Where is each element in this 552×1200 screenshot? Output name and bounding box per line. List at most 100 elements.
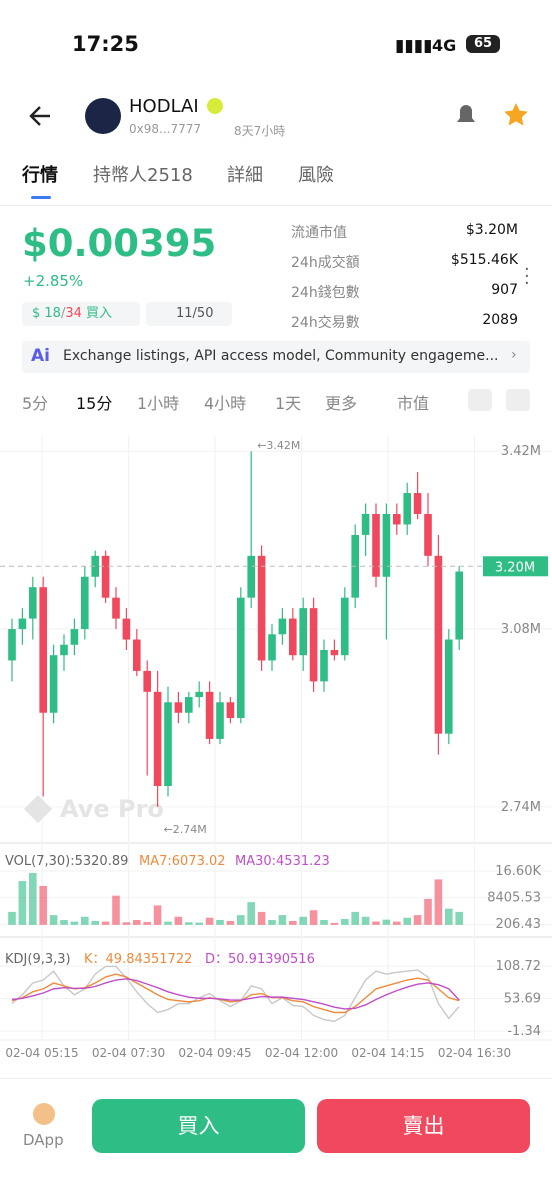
candle-body <box>49 655 58 713</box>
volume-bar <box>216 919 224 925</box>
volume-bar <box>382 919 391 925</box>
candle-body <box>413 493 422 514</box>
interval[interactable]: 15分 <box>76 394 113 413</box>
more-button[interactable]: · · · <box>524 259 530 294</box>
volume-bar <box>278 915 287 925</box>
tab[interactable]: 行情 <box>22 165 58 186</box>
current-price-badge <box>483 556 548 577</box>
stat-value: 907 <box>491 282 518 298</box>
kdj-line <box>11 973 460 1014</box>
sell-button[interactable]: 賣出 <box>317 1099 530 1153</box>
divider <box>0 1078 552 1079</box>
candle-body <box>361 513 370 535</box>
candle-body <box>81 576 89 630</box>
kdj-legend: KDJ(9,3,3) <box>5 952 71 967</box>
buy-label: 買入 <box>86 306 113 321</box>
volume-bar <box>133 919 141 925</box>
buy-count: 18 <box>44 306 61 321</box>
y-tick-label: 16.60K <box>495 864 541 879</box>
ai-banner[interactable] <box>22 341 530 373</box>
favorite-button[interactable] <box>502 101 530 129</box>
y-tick-label: 206.43 <box>496 917 542 932</box>
stat-label: 24h成交額 <box>291 255 360 271</box>
y-tick-label: 3.42M <box>501 444 541 459</box>
chain-badge <box>207 98 223 114</box>
candle-body <box>153 691 162 786</box>
candle-body <box>278 618 287 635</box>
candle-body <box>122 618 131 640</box>
candle-body <box>424 513 432 556</box>
kdj-line <box>11 965 460 1023</box>
candle-body <box>393 513 401 525</box>
volume-bar <box>205 917 214 925</box>
alert-button[interactable] <box>452 100 480 130</box>
buy-ratio[interactable]: $ 18/34 買入 <box>22 302 140 326</box>
token-address[interactable]: 0x98...7777 <box>129 122 201 136</box>
dapp-icon[interactable] <box>33 1103 55 1125</box>
volume-bar <box>247 902 255 925</box>
current-price-label: 3.20M <box>495 560 535 575</box>
interval[interactable]: 4小時 <box>204 394 247 413</box>
kdj-line <box>11 978 460 1010</box>
volume-bar <box>226 920 235 925</box>
volume-bar <box>112 895 120 925</box>
kdj-legend: K：49.84351722 <box>84 952 192 967</box>
signal: ▮▮▮▮ <box>395 36 433 56</box>
interval[interactable]: 1天 <box>275 394 302 413</box>
volume-bar <box>237 915 245 925</box>
volume-bar <box>257 911 266 925</box>
volume-bar <box>122 922 131 925</box>
volume-bar <box>341 919 349 925</box>
indicator-button[interactable] <box>468 389 492 411</box>
interval[interactable]: 5分 <box>22 394 49 413</box>
interval[interactable]: 1小時 <box>137 394 180 413</box>
candle-body <box>91 555 99 577</box>
candle-body <box>237 597 245 718</box>
candle-body <box>164 702 172 786</box>
stat-value: $3.20M <box>465 222 518 238</box>
volume-bar <box>60 919 68 925</box>
rank[interactable]: 11/50 <box>146 302 232 326</box>
volume-bar <box>351 911 359 925</box>
volume-bar <box>424 898 432 925</box>
volume-bar <box>299 916 307 925</box>
divider <box>0 205 552 206</box>
tab[interactable]: 持幣人2518 <box>93 165 193 186</box>
volume-bar <box>455 911 463 925</box>
x-tick-label: 02-04 07:30 <box>92 1046 165 1060</box>
ai-arrow: › <box>511 347 517 363</box>
price: $0.00395 <box>22 222 217 265</box>
volume-bar <box>361 916 370 925</box>
candle-body <box>289 618 297 656</box>
dapp-label[interactable]: DApp <box>23 1131 64 1149</box>
volume-bar <box>372 921 380 925</box>
volume-bar <box>309 910 318 925</box>
token-avatar <box>85 98 121 134</box>
candle-body <box>382 513 391 577</box>
volume-bar <box>403 917 411 925</box>
tab[interactable]: 風險 <box>298 165 334 186</box>
volume-bar <box>39 885 47 925</box>
back-button[interactable] <box>28 104 54 128</box>
volume-bar <box>268 919 276 925</box>
tab-indicator <box>31 196 51 199</box>
candle-body <box>372 513 380 577</box>
watermark: Ave Pro <box>60 795 164 823</box>
volume-legend: MA30:4531.23 <box>235 854 330 869</box>
watermark-logo <box>24 795 52 823</box>
buy-button[interactable]: 買入 <box>92 1099 305 1153</box>
interval[interactable]: 更多 <box>325 394 358 413</box>
x-tick-label: 02-04 09:45 <box>178 1046 251 1060</box>
volume-legend: VOL(7,30):5320.89 <box>5 854 128 869</box>
tab[interactable]: 詳細 <box>227 165 263 186</box>
y-tick-label: 8405.53 <box>487 891 541 906</box>
ai-icon: Ai <box>31 346 50 366</box>
volume-bar <box>143 921 151 925</box>
volume-bar <box>153 905 162 925</box>
status-time: 17:25 <box>72 32 139 56</box>
interval[interactable]: 市值 <box>397 394 430 413</box>
settings-button[interactable] <box>506 389 530 411</box>
kdj-legend: D：50.91390516 <box>205 952 315 967</box>
volume-bar <box>330 922 339 925</box>
candle-body <box>29 587 37 619</box>
